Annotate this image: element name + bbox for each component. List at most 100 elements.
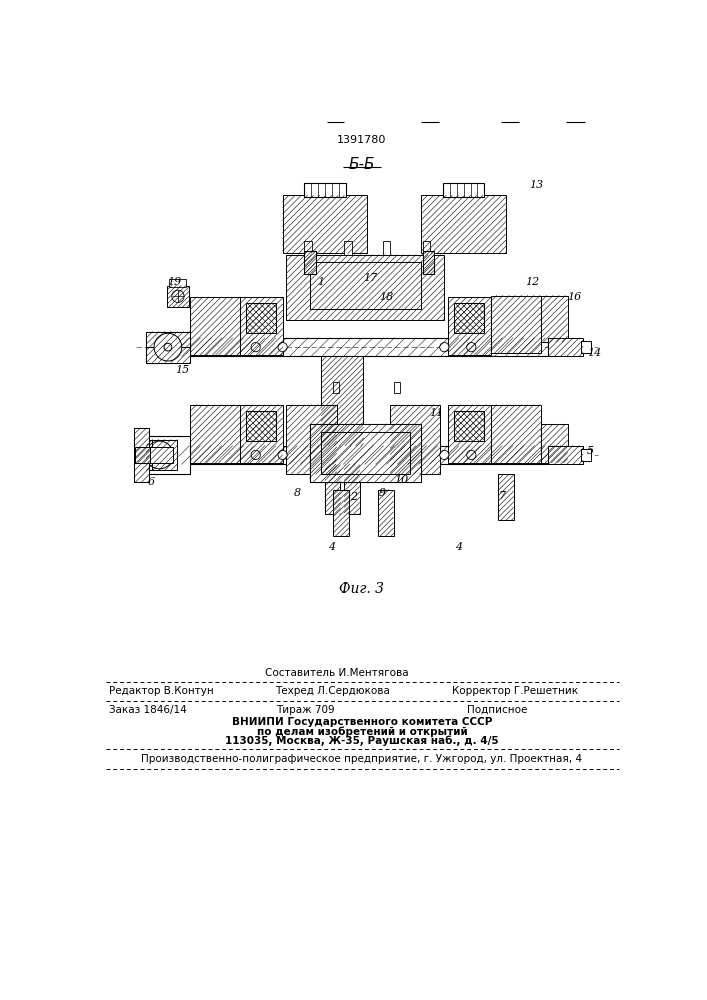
- Circle shape: [154, 333, 182, 361]
- Bar: [448, 405, 491, 463]
- Bar: [286, 405, 337, 474]
- Bar: [134, 428, 149, 482]
- Bar: [541, 296, 568, 342]
- Bar: [179, 446, 549, 464]
- Bar: [448, 297, 491, 355]
- Circle shape: [278, 343, 287, 352]
- Text: 14: 14: [587, 348, 601, 358]
- Text: Корректор Г.Решетник: Корректор Г.Решетник: [452, 686, 578, 696]
- Bar: [541, 424, 568, 463]
- Text: 16: 16: [568, 292, 582, 302]
- Bar: [549, 446, 583, 464]
- Text: Фиг. 3: Фиг. 3: [339, 582, 385, 596]
- Bar: [423, 251, 434, 274]
- Bar: [286, 255, 444, 320]
- Bar: [378, 490, 394, 536]
- Circle shape: [467, 450, 476, 460]
- Bar: [344, 464, 360, 514]
- Bar: [491, 296, 541, 353]
- Bar: [421, 195, 506, 253]
- Text: Техред Л.Сердюкова: Техред Л.Сердюкова: [275, 686, 390, 696]
- Bar: [325, 464, 340, 514]
- Bar: [247, 411, 276, 441]
- Bar: [304, 183, 346, 197]
- Text: 9: 9: [379, 488, 386, 498]
- Bar: [491, 405, 541, 463]
- Text: Составитель И.Ментягова: Составитель И.Ментягова: [264, 668, 409, 678]
- Circle shape: [146, 441, 173, 469]
- Bar: [304, 251, 316, 274]
- Bar: [321, 432, 409, 474]
- Text: 4: 4: [455, 542, 462, 552]
- Bar: [321, 356, 363, 446]
- Bar: [304, 241, 312, 255]
- Circle shape: [251, 450, 260, 460]
- Bar: [455, 411, 484, 441]
- Text: по делам изобретений и открытий: по делам изобретений и открытий: [257, 726, 467, 737]
- Circle shape: [440, 450, 449, 460]
- Text: Тираж 709: Тираж 709: [276, 705, 335, 715]
- Bar: [443, 183, 484, 197]
- Bar: [333, 382, 339, 393]
- Text: 17: 17: [363, 273, 378, 283]
- Bar: [344, 241, 352, 255]
- Bar: [146, 332, 190, 363]
- Bar: [310, 424, 421, 482]
- Circle shape: [164, 343, 172, 351]
- Bar: [190, 405, 240, 463]
- Circle shape: [156, 451, 163, 459]
- Text: 6: 6: [148, 477, 155, 487]
- Bar: [146, 440, 177, 470]
- Text: 2: 2: [350, 492, 357, 502]
- Bar: [581, 449, 590, 461]
- Text: 4: 4: [327, 542, 334, 552]
- Text: 7: 7: [498, 491, 506, 501]
- Bar: [395, 382, 400, 393]
- Circle shape: [278, 450, 287, 460]
- Bar: [549, 338, 583, 356]
- Bar: [135, 447, 173, 463]
- Bar: [134, 428, 149, 482]
- Text: 13: 13: [529, 180, 543, 190]
- Bar: [135, 447, 150, 463]
- Bar: [146, 332, 190, 363]
- Text: Подписное: Подписное: [467, 705, 528, 715]
- Text: 1: 1: [317, 277, 325, 287]
- Bar: [498, 474, 514, 520]
- Text: 1391780: 1391780: [337, 135, 387, 145]
- Circle shape: [251, 343, 260, 352]
- Text: Б-Б: Б-Б: [349, 157, 375, 172]
- Bar: [240, 405, 283, 463]
- Bar: [190, 297, 240, 355]
- Bar: [170, 279, 187, 287]
- Bar: [240, 297, 283, 355]
- Bar: [455, 303, 484, 333]
- Text: 18: 18: [379, 292, 393, 302]
- Text: Редактор В.Контун: Редактор В.Контун: [110, 686, 214, 696]
- Bar: [382, 241, 390, 255]
- Circle shape: [440, 343, 449, 352]
- Text: 15: 15: [175, 365, 189, 375]
- Text: 113035, Москва, Ж-35, Раушская наб., д. 4/5: 113035, Москва, Ж-35, Раушская наб., д. …: [225, 735, 498, 746]
- Bar: [334, 490, 349, 536]
- Text: ВНИИПИ Государственного комитета СССР: ВНИИПИ Государственного комитета СССР: [232, 717, 492, 727]
- Bar: [581, 341, 590, 353]
- Text: 5: 5: [587, 446, 594, 456]
- Circle shape: [467, 343, 476, 352]
- Bar: [310, 262, 421, 309]
- Bar: [310, 424, 421, 482]
- Text: 11: 11: [429, 408, 443, 418]
- Text: 19: 19: [167, 277, 182, 287]
- Bar: [390, 405, 440, 474]
- Text: Заказ 1846/14: Заказ 1846/14: [110, 705, 187, 715]
- Bar: [179, 338, 549, 356]
- Text: 8: 8: [294, 488, 301, 498]
- Text: 10: 10: [395, 475, 409, 485]
- Circle shape: [172, 290, 184, 302]
- Bar: [247, 303, 276, 333]
- Text: Производственно-полиграфическое предприятие, г. Ужгород, ул. Проектная, 4: Производственно-полиграфическое предприя…: [141, 754, 583, 764]
- Text: 12: 12: [525, 277, 539, 287]
- Bar: [423, 241, 431, 255]
- Bar: [135, 436, 190, 474]
- Bar: [167, 286, 189, 307]
